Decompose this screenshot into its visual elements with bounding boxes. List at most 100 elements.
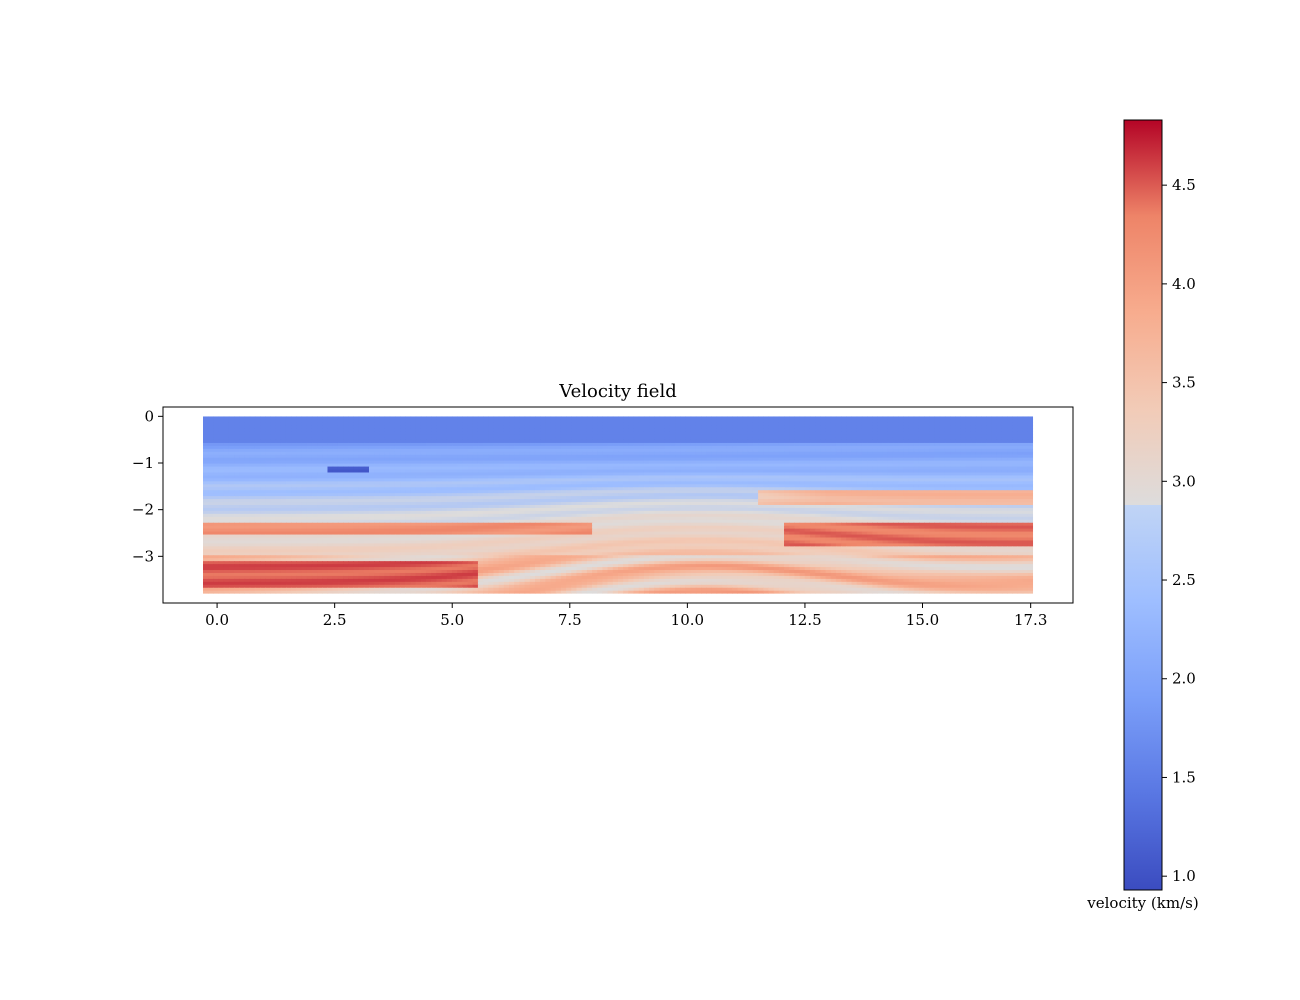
field-cell (348, 463, 355, 468)
field-cell (1022, 481, 1029, 485)
field-cell (975, 454, 982, 459)
field-cell (918, 437, 925, 441)
field-cell (924, 505, 930, 509)
field-cell (446, 445, 453, 450)
field-cell (690, 472, 697, 477)
field-cell (472, 475, 479, 479)
field-cell (991, 431, 998, 435)
field-cell (602, 416, 609, 420)
field-cell (213, 478, 220, 482)
field-cell (550, 439, 557, 444)
field-cell (861, 445, 868, 450)
field-cell (586, 466, 593, 471)
field-cell (934, 419, 941, 423)
field-cell (918, 422, 925, 426)
field-cell (581, 469, 588, 474)
field-cell (898, 437, 904, 441)
field-cell (996, 448, 1003, 453)
field-cell (815, 437, 821, 441)
field-cell (343, 487, 349, 491)
field-cell (343, 439, 349, 444)
field-cell (721, 425, 728, 429)
field-cell (332, 463, 339, 468)
field-cell (898, 505, 904, 509)
field-cell (846, 475, 853, 479)
field-cell (882, 499, 889, 503)
field-cell (431, 499, 438, 503)
field-cell (996, 439, 1003, 444)
field-cell (711, 466, 718, 471)
field-cell (778, 454, 785, 459)
field-cell (353, 445, 360, 450)
field-cell (1027, 434, 1034, 438)
field-cell (322, 469, 329, 474)
field-cell (436, 439, 443, 444)
field-cell (592, 457, 598, 462)
field-cell (493, 487, 500, 491)
field-cell (732, 457, 738, 462)
field-cell (524, 419, 531, 423)
field-cell (649, 431, 655, 435)
field-cell (540, 457, 546, 462)
field-cell (244, 451, 251, 456)
field-cell (1027, 487, 1034, 491)
field-cell (711, 478, 718, 482)
field-cell (285, 475, 292, 479)
field-cell (716, 457, 723, 462)
field-cell (950, 454, 956, 459)
field-cell (389, 487, 396, 491)
field-cell (784, 442, 790, 447)
field-cell (846, 499, 853, 503)
field-cell (389, 502, 396, 506)
field-cell (825, 448, 832, 453)
field-cell (431, 437, 438, 441)
field-cell (856, 416, 863, 420)
field-cell (815, 499, 821, 503)
field-cell (374, 463, 380, 468)
field-cell (322, 460, 329, 465)
field-cell (301, 469, 308, 474)
field-cell (918, 439, 925, 444)
field-cell (394, 460, 401, 465)
field-cell (742, 439, 749, 444)
field-cell (529, 487, 536, 491)
field-cell (555, 437, 562, 441)
field-cell (970, 502, 977, 506)
field-cell (825, 490, 832, 494)
field-cell (426, 448, 432, 453)
field-cell (763, 463, 770, 468)
field-cell (944, 425, 951, 429)
field-cell (571, 428, 578, 432)
field-cell (628, 460, 635, 465)
field-cell (877, 448, 884, 453)
field-cell (680, 475, 687, 479)
field-cell (545, 484, 552, 488)
field-cell (234, 466, 240, 471)
field-cell (327, 419, 334, 423)
field-cell (701, 505, 707, 509)
field-cell (270, 490, 277, 494)
field-cell (566, 460, 572, 465)
field-cell (861, 466, 868, 471)
field-cell (208, 481, 214, 485)
field-cell (799, 416, 806, 420)
field-cell (768, 451, 775, 456)
field-cell (638, 484, 645, 488)
field-cell (721, 469, 728, 474)
field-cell (846, 463, 853, 468)
field-cell (389, 454, 396, 459)
field-cell (358, 499, 365, 503)
field-cell (550, 437, 557, 441)
field-cell (426, 463, 432, 468)
field-cell (913, 422, 920, 426)
field-cell (379, 478, 386, 482)
field-cell (970, 419, 977, 423)
field-cell (1027, 496, 1034, 500)
field-cell (457, 439, 463, 444)
field-cell (706, 460, 712, 465)
field-cell (887, 502, 894, 506)
field-cell (944, 448, 951, 453)
field-cell (275, 428, 282, 432)
field-cell (649, 487, 655, 491)
field-cell (317, 437, 323, 441)
